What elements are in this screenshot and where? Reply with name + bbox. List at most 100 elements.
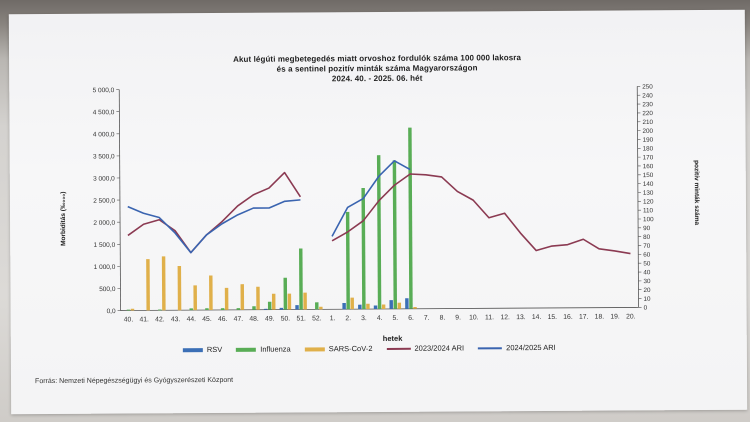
x-tick-label: 8. [440, 315, 446, 322]
bar-sars-cov-2 [381, 304, 386, 309]
legend-swatch-ari-2425 [478, 346, 503, 349]
legend-item-influenza: Influenza [236, 345, 291, 354]
y2-tick-label: 0 [644, 305, 648, 312]
y2-tick-label: 180 [643, 145, 654, 152]
x-tick-label: 18. [595, 314, 605, 321]
legend-swatch-influenza [236, 347, 257, 352]
y-tick-label: 4 000,0 [93, 131, 115, 138]
bar-rsv [263, 308, 268, 310]
bar-influenza [236, 308, 241, 310]
y2-tick-label: 80 [643, 234, 651, 241]
legend-label-influenza: Influenza [260, 344, 291, 354]
y2-tick-label: 160 [643, 163, 654, 170]
y2-tick-label: 250 [642, 84, 653, 91]
x-tick-label: 3. [361, 315, 367, 322]
bar-sars-cov-2 [146, 259, 150, 311]
chart-sheet: Akut légúti megbetegedés miatt orvoshoz … [8, 9, 748, 415]
y2-tick-label: 230 [642, 101, 653, 108]
line-2023-2024-ari [127, 171, 302, 254]
bar-sars-cov-2 [350, 297, 354, 310]
y2-tick-label: 40 [643, 269, 651, 276]
y2-tick-label: 130 [643, 190, 654, 197]
x-tick-label: 19. [610, 314, 620, 321]
bar-sars-cov-2 [177, 266, 182, 311]
legend-item-rsv: RSV [182, 344, 223, 355]
y2-axis-line [636, 86, 639, 308]
y2-axis-title: pozitív minták száma [692, 160, 701, 226]
x-tick-label: 14. [532, 314, 542, 321]
bar-sars-cov-2 [413, 306, 417, 309]
bar-rsv [373, 305, 378, 310]
x-tick-label: 49. [265, 316, 275, 323]
line-2024-2025-ari [127, 199, 301, 254]
y-tick-label: 2 500,0 [93, 198, 115, 205]
y2-tick-label: 210 [642, 119, 653, 126]
x-tick-label: 11. [485, 314, 494, 321]
y-axis-title: Morbiditás (‰₀₀₀) [59, 191, 68, 246]
bar-influenza [205, 308, 209, 311]
bar-sars-cov-2 [224, 287, 229, 310]
y-tick-label: 500,0 [99, 286, 116, 293]
source-note: Forrás: Nemzeti Népegészségügyi és Gyógy… [35, 376, 234, 386]
bar-rsv [405, 298, 409, 309]
legend-swatch-sars [304, 346, 325, 351]
legend-swatch-rsv [182, 347, 203, 352]
bar-influenza [345, 211, 350, 310]
y2-tick-label: 190 [643, 137, 654, 144]
y-tick-label: 1 500,0 [93, 242, 115, 249]
x-tick-label: 51. [296, 315, 306, 322]
legend-label-sars: SARS-CoV-2 [328, 344, 373, 354]
x-tick-label: 48. [249, 316, 259, 323]
x-axis-title: hetek [382, 333, 403, 343]
x-tick-label: 13. [516, 314, 526, 321]
y-tick-label: 3 000,0 [93, 176, 115, 183]
y-tick-label: 1 000,0 [94, 264, 116, 271]
line-2024-2025-ari [331, 159, 411, 237]
y-tick-label: 3 500,0 [93, 153, 115, 160]
x-tick-label: 6. [408, 315, 414, 322]
bar-sars-cov-2 [161, 256, 166, 311]
legend-label-ari-2425: 2024/2025 ARI [506, 342, 556, 353]
chart-plot: 0,0 500,0 1 000,0 1 500,0 2 000,0 2 500,0 3 00… [93, 84, 655, 324]
bar-influenza [361, 187, 366, 310]
bar-rsv [279, 307, 284, 310]
bar-sars-cov-2 [366, 303, 370, 310]
y2-tick-label: 10 [644, 296, 652, 303]
legend-label-rsv: RSV [206, 344, 223, 355]
bar-influenza [392, 160, 398, 309]
y2-tick-label: 110 [643, 207, 654, 214]
bar-influenza [126, 309, 131, 311]
y2-tick-label: 170 [643, 154, 654, 161]
y2-tick-label: 120 [643, 199, 654, 206]
x-tick-label: 41. [139, 316, 149, 323]
x-tick-label: 4. [377, 315, 383, 322]
x-tick-label: 46. [218, 316, 228, 323]
x-tick-label: 12. [500, 314, 510, 321]
legend-label-ari-2324: 2023/2024 ARI [414, 343, 465, 353]
bar-sars-cov-2 [303, 292, 307, 310]
x-tick-label: 42. [155, 316, 165, 323]
x-tick-label: 10. [469, 314, 479, 321]
bar-influenza [299, 248, 303, 310]
x-tick-label: 52. [312, 315, 322, 322]
bar-sars-cov-2 [240, 284, 245, 310]
bar-sars-cov-2 [287, 293, 292, 310]
y2-tick-label: 70 [643, 243, 651, 250]
x-tick-label: 40. [124, 316, 134, 323]
y2-tick-label: 150 [643, 172, 654, 179]
x-tick-label: 2. [345, 315, 351, 322]
bar-sars-cov-2 [209, 275, 213, 311]
x-tick-label: 47. [234, 316, 244, 323]
bar-influenza [158, 309, 162, 311]
legend-item-ari-2425: 2024/2025 ARI [478, 343, 556, 352]
bar-influenza [267, 301, 272, 310]
bar-rsv [342, 303, 346, 310]
x-tick-label: 44. [187, 316, 197, 323]
bar-influenza [408, 127, 413, 309]
bar-rsv [358, 304, 362, 310]
bar-influenza [220, 308, 225, 310]
y2-tick-label: 140 [643, 181, 654, 188]
x-tick-label: 15. [548, 314, 558, 321]
legend-item-ari-2324: 2023/2024 ARI [386, 343, 465, 353]
bar-sars-cov-2 [397, 302, 402, 309]
